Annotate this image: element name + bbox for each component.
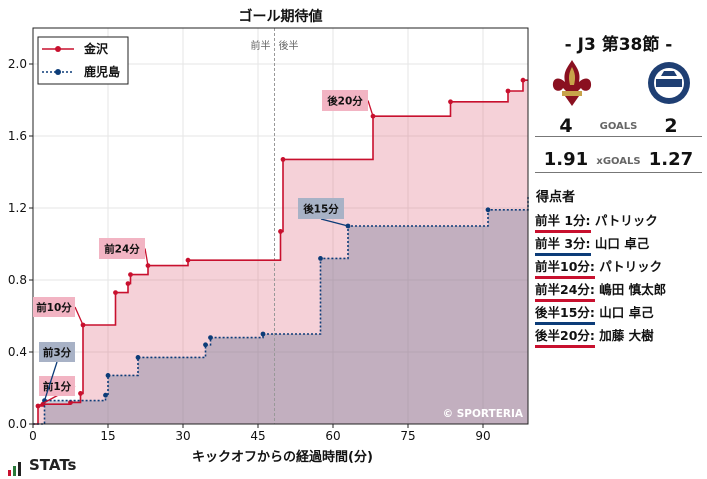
scorer-time: 後半15分: [535, 302, 595, 325]
y-tick-label: 0.4 [8, 345, 27, 359]
away-area [33, 195, 528, 424]
scorer-row: 前半 1分: パトリック [535, 210, 658, 233]
home-shot-point [113, 290, 118, 295]
x-axis-label: キックオフからの経過時間(分) [192, 449, 373, 465]
away-shot-point [208, 335, 213, 340]
home-shot-point [520, 77, 526, 83]
scorer-name: 嶋田 慎太郎 [599, 282, 667, 297]
legend-home-label: 金沢 [83, 41, 109, 56]
goals-label: GOALS [599, 121, 638, 132]
away-shot-point [203, 342, 208, 348]
goal-annotation-pointer [320, 218, 349, 227]
second-half-label: 後半 [279, 39, 299, 52]
scorer-time: 前半 3分: [535, 233, 591, 256]
scorer-name: パトリック [599, 259, 663, 274]
away-shot-point [105, 373, 111, 378]
kanazawa-logo [552, 60, 592, 106]
goals-row: 4 GOALS 2 [535, 114, 702, 137]
kagoshima-logo [648, 62, 690, 104]
y-tick-label: 1.6 [8, 129, 27, 143]
away-goals: 2 [664, 115, 678, 137]
home-shot-point [280, 157, 286, 162]
goal-annotation-pointer [144, 248, 149, 266]
goal-annotation-label: 後15分 [302, 203, 339, 216]
y-tick-label: 0.0 [8, 417, 27, 431]
x-tick-label: 0 [29, 429, 37, 443]
x-tick-label: 75 [400, 429, 415, 443]
scorer-time: 前半 1分: [535, 210, 591, 233]
home-shot-point [78, 391, 83, 396]
xgoals-row: 1.91 xGOALS 1.27 [535, 146, 702, 173]
goal-annotation-pointer [43, 361, 58, 401]
scorer-row: 後半15分: 山口 卓己 [535, 302, 654, 325]
plot-frame [32, 27, 529, 425]
goal-annotation-label: 前3分 [43, 346, 72, 359]
x-tick-label: 90 [475, 429, 490, 443]
goal-annotation-box [322, 90, 368, 111]
match-title: - J3 第38節 - [564, 35, 673, 55]
away-shot-point [485, 207, 491, 213]
scorer-row: 前半10分: パトリック [535, 256, 663, 279]
scorer-time: 後半20分: [535, 325, 595, 348]
home-shot-point [505, 88, 511, 94]
home-shot-point [185, 257, 191, 263]
watermark: © SPORTERIA [443, 408, 524, 420]
chart-title: ゴール期待値 [239, 8, 323, 25]
scorer-row: 前半 3分: 山口 卓己 [535, 233, 650, 256]
home-goals: 4 [559, 115, 573, 137]
goal-annotation-box [298, 198, 344, 219]
bar-chart-icon [8, 458, 23, 476]
scorer-name: 山口 卓己 [594, 236, 650, 251]
x-tick-label: 45 [250, 429, 265, 443]
goal-annotation-pointer [367, 100, 374, 117]
brand-name: STATs [29, 456, 77, 474]
home-shot-point [278, 229, 283, 234]
xgoals-label: xGOALS [596, 156, 641, 167]
away-shot-point [318, 256, 323, 261]
y-tick-label: 2.0 [8, 57, 27, 71]
scorer-time: 前半10分: [535, 256, 595, 279]
stats-brand: STATs [8, 456, 76, 476]
scorer-name: パトリック [594, 213, 658, 228]
legend-box [37, 36, 129, 85]
goal-annotation-pointer [74, 306, 84, 326]
y-tick-label: 0.8 [8, 273, 27, 287]
x-tick-label: 15 [100, 429, 115, 443]
legend-away-label: 鹿児島 [84, 64, 120, 79]
scorer-row: 後半20分: 加藤 大樹 [535, 325, 654, 348]
first-half-label: 前半 [251, 39, 271, 52]
scorer-name: 山口 卓己 [599, 305, 654, 320]
scorer-row: 前半24分: 嶋田 慎太郎 [535, 279, 667, 302]
x-tick-label: 30 [175, 429, 190, 443]
away-shot-point [135, 355, 141, 360]
scorer-name: 加藤 大樹 [599, 328, 654, 343]
goal-annotation-box [99, 238, 145, 259]
y-tick-label: 1.2 [8, 201, 27, 215]
home-shot-point [128, 272, 133, 277]
home-shot-point [448, 99, 453, 105]
goal-annotation-label: 前10分 [36, 301, 72, 314]
home-shot-point [125, 281, 131, 286]
x-tick-label: 60 [325, 429, 340, 443]
scorer-time: 前半24分: [535, 279, 595, 302]
legend-home-marker [55, 46, 61, 52]
away-shot-point [260, 331, 266, 337]
goal-annotation-box [39, 342, 75, 362]
goal-annotation-label: 前24分 [104, 243, 140, 256]
away-xgoals: 1.27 [648, 149, 694, 170]
away-shot-point [103, 392, 108, 398]
scorers-title: 得点者 [536, 190, 576, 205]
home-shot-point [68, 400, 73, 405]
goal-annotation-label: 後20分 [326, 95, 363, 108]
legend-away-marker [55, 69, 61, 75]
match-panel: - J3 第38節 - 4 GOALS 2 1.91 xGOALS 1.27 得… [530, 0, 707, 479]
away-line [33, 195, 529, 425]
home-xgoals: 1.91 [543, 149, 589, 170]
goal-annotation-box [33, 297, 75, 317]
